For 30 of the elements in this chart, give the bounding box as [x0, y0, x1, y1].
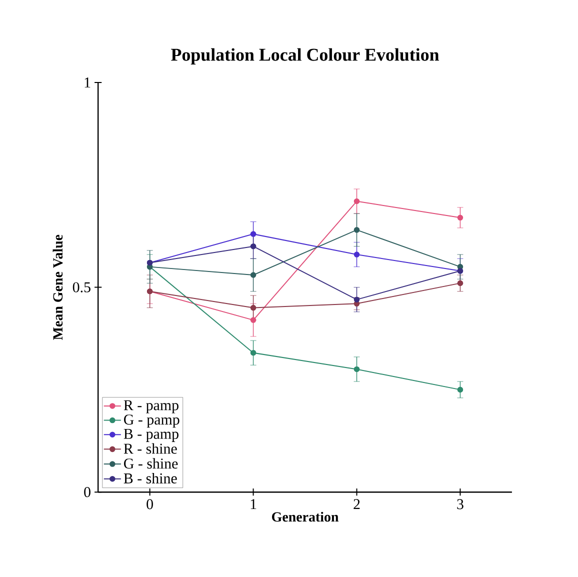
point	[250, 304, 256, 311]
y-tick-label: 1	[84, 77, 90, 88]
legend-label: G - pamp	[124, 414, 180, 428]
point	[250, 243, 256, 250]
x-tick-label: 2	[354, 499, 360, 509]
point	[354, 252, 360, 258]
point	[354, 296, 360, 302]
y-tick-label: 0	[84, 486, 90, 498]
point	[250, 272, 256, 278]
y-tick-label: 0.5	[72, 282, 90, 292]
y-axis-title: Mean Gene Value	[52, 234, 63, 340]
point	[250, 350, 256, 356]
point	[457, 386, 464, 393]
point	[354, 226, 360, 233]
chart-title: Population Local Colour Evolution	[171, 48, 440, 64]
legend-label: B - shine	[124, 472, 177, 484]
x-tick-label: 3	[457, 499, 464, 510]
x-tick-label: 0	[146, 499, 153, 510]
x-axis-title: Generation	[272, 512, 339, 522]
point	[354, 366, 360, 372]
legend-label: R - pamp	[124, 400, 178, 414]
point	[354, 198, 360, 204]
legend-label: G - shine	[124, 458, 178, 469]
legend-label: R - shine	[124, 443, 177, 454]
point	[457, 214, 464, 220]
point	[250, 317, 256, 323]
point	[457, 280, 464, 286]
legend-label: B - pamp	[124, 428, 178, 442]
x-tick-label: 1	[250, 499, 256, 509]
point	[250, 231, 256, 237]
